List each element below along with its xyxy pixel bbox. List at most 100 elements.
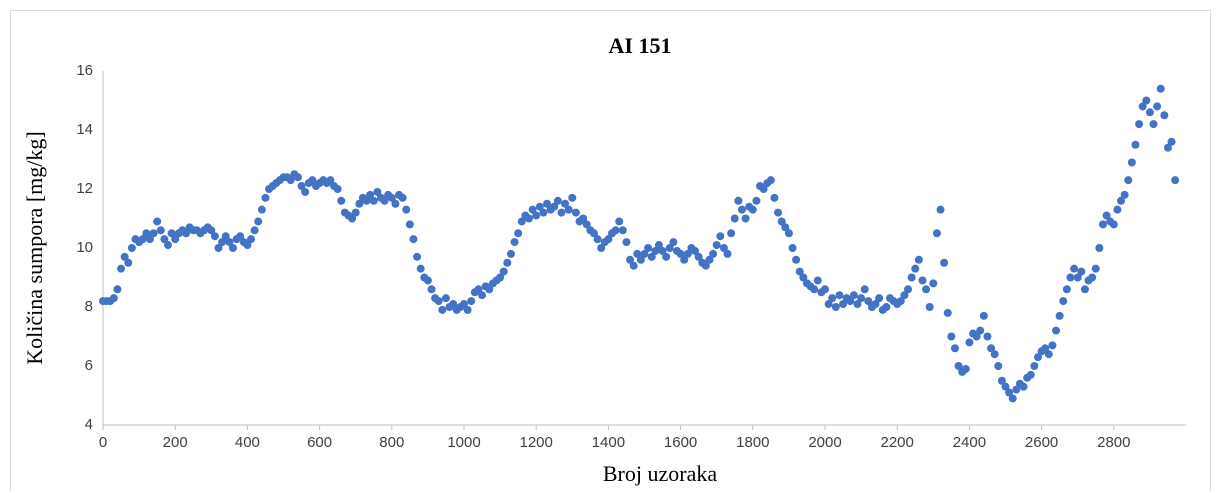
point [236,232,245,241]
point [875,294,884,303]
point [514,229,523,238]
point [1066,273,1075,282]
point [1124,176,1133,185]
chart-border [10,10,1211,491]
point [622,238,631,247]
point [795,267,804,276]
point [182,229,191,238]
point [1167,137,1176,146]
point [633,249,642,258]
point [730,214,739,223]
x-tick-label: 400 [235,434,260,451]
point [1055,311,1064,320]
point [680,255,689,264]
x-tick-label: 2600 [1025,434,1058,451]
point [478,291,487,300]
point [218,238,227,247]
point [835,291,844,300]
point [943,308,952,317]
point [221,232,230,241]
x-tick-label: 600 [307,434,332,451]
point [261,193,270,202]
point [149,229,158,238]
x-tick-label: 2800 [1097,434,1130,451]
point [882,303,891,311]
point [593,235,602,244]
point [1135,120,1144,129]
point [860,285,869,294]
point [293,173,302,182]
point [662,252,671,261]
point [821,285,829,294]
point [413,252,422,261]
point [907,273,916,282]
point [589,229,598,238]
point [1026,370,1035,379]
point [398,193,407,202]
point [990,350,999,359]
chart-title: AI 151 [609,33,672,58]
x-axis-label: Broj uzoraka [603,461,717,486]
point [510,238,519,247]
point [770,193,779,202]
point [716,232,725,241]
point [766,176,775,185]
point [564,205,573,214]
point [409,235,418,244]
point [604,235,613,244]
point [427,285,436,294]
point [1149,120,1158,129]
point [550,202,559,211]
point [351,208,360,217]
point [1088,273,1097,282]
point [669,238,678,247]
point [647,252,656,261]
point [900,291,909,300]
point [1070,264,1079,273]
point [694,252,703,261]
point [929,279,938,288]
point [210,232,219,241]
point [1001,382,1010,391]
point [1077,267,1086,276]
point [460,300,468,309]
point [532,211,541,220]
point [965,338,974,347]
point [759,185,768,193]
point [849,291,858,300]
point [120,252,129,261]
point [784,229,793,238]
x-tick-label: 0 [99,434,107,451]
point [463,305,472,314]
point [709,249,718,258]
point [1142,96,1151,105]
point [788,244,797,252]
point [940,258,949,267]
point [207,226,216,235]
point [1131,140,1140,149]
point [640,249,649,258]
point [1033,353,1042,362]
y-tick-label: 10 [76,239,93,256]
point [163,241,172,250]
point [326,176,335,185]
point [1127,158,1136,167]
point [297,182,306,191]
point [257,205,266,214]
point [781,223,790,232]
point [434,297,443,306]
point [932,229,941,238]
point [824,300,833,309]
point [626,255,635,264]
point [1008,394,1017,403]
point [503,258,512,267]
point [1171,176,1180,185]
point [1163,143,1172,152]
point [983,332,992,341]
point [831,303,840,311]
point [543,199,552,208]
point [936,205,945,214]
point [864,297,873,306]
